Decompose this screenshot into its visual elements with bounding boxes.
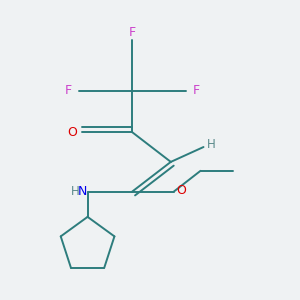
Text: F: F <box>129 26 136 39</box>
Text: O: O <box>67 126 77 139</box>
Text: H: H <box>207 138 215 151</box>
Text: F: F <box>193 84 200 97</box>
Text: N: N <box>77 185 87 198</box>
Text: O: O <box>176 184 186 196</box>
Text: F: F <box>65 84 72 97</box>
Text: H: H <box>70 185 79 198</box>
